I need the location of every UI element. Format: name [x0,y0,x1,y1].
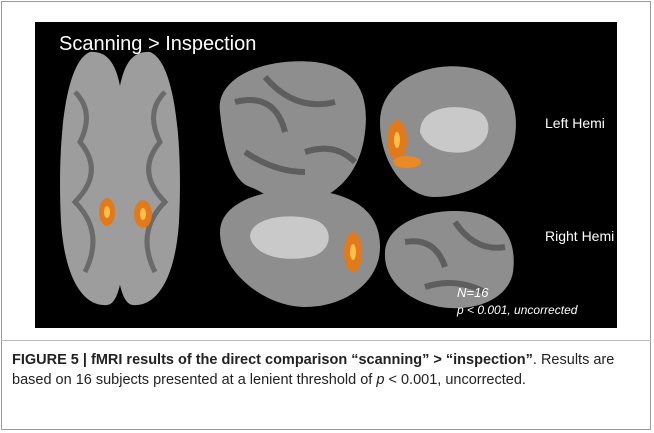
brain-shape [384,211,514,309]
brain-shape [71,90,96,274]
brain-left-lateral [219,61,366,205]
figure-caption: FIGURE 5 | fMRI results of the direct co… [12,350,642,390]
brain-shape [420,107,489,153]
caption-text: . Results are based on 16 subjects prese… [12,352,615,388]
brain-shape [234,75,358,175]
brain-shape [404,220,506,295]
brain-shape [60,51,126,306]
brain-shape [250,216,329,259]
brain-shape [144,90,169,274]
threshold: p < 0.001, uncorrected [456,303,578,317]
caption-text: < 0.001, uncorrected. [384,372,526,388]
caption-label: FIGURE 5 | fMRI results of the direct co… [12,352,533,368]
caption-rule [1,340,651,341]
brain-shape [104,206,110,218]
brain-shape [219,61,366,205]
caption-text: p [376,372,385,388]
brain-right-medial [220,189,380,307]
brain-left-medial [380,66,516,197]
brain-shape [393,156,421,168]
brain-shape [114,51,180,306]
fmri-panel: Scanning > Inspection Left Hemi Right He… [35,22,617,328]
panel-title: Scanning > Inspection [59,33,256,55]
brain-shape [394,132,400,148]
brain-shape [350,244,356,260]
brain-shape [140,208,146,220]
hemisphere-label: Left Hemi [545,115,605,131]
brain-top-view [60,51,180,306]
brain-right-lateral [384,211,514,309]
sample-size: N=16 [457,285,489,300]
hemisphere-label: Right Hemi [545,228,614,244]
